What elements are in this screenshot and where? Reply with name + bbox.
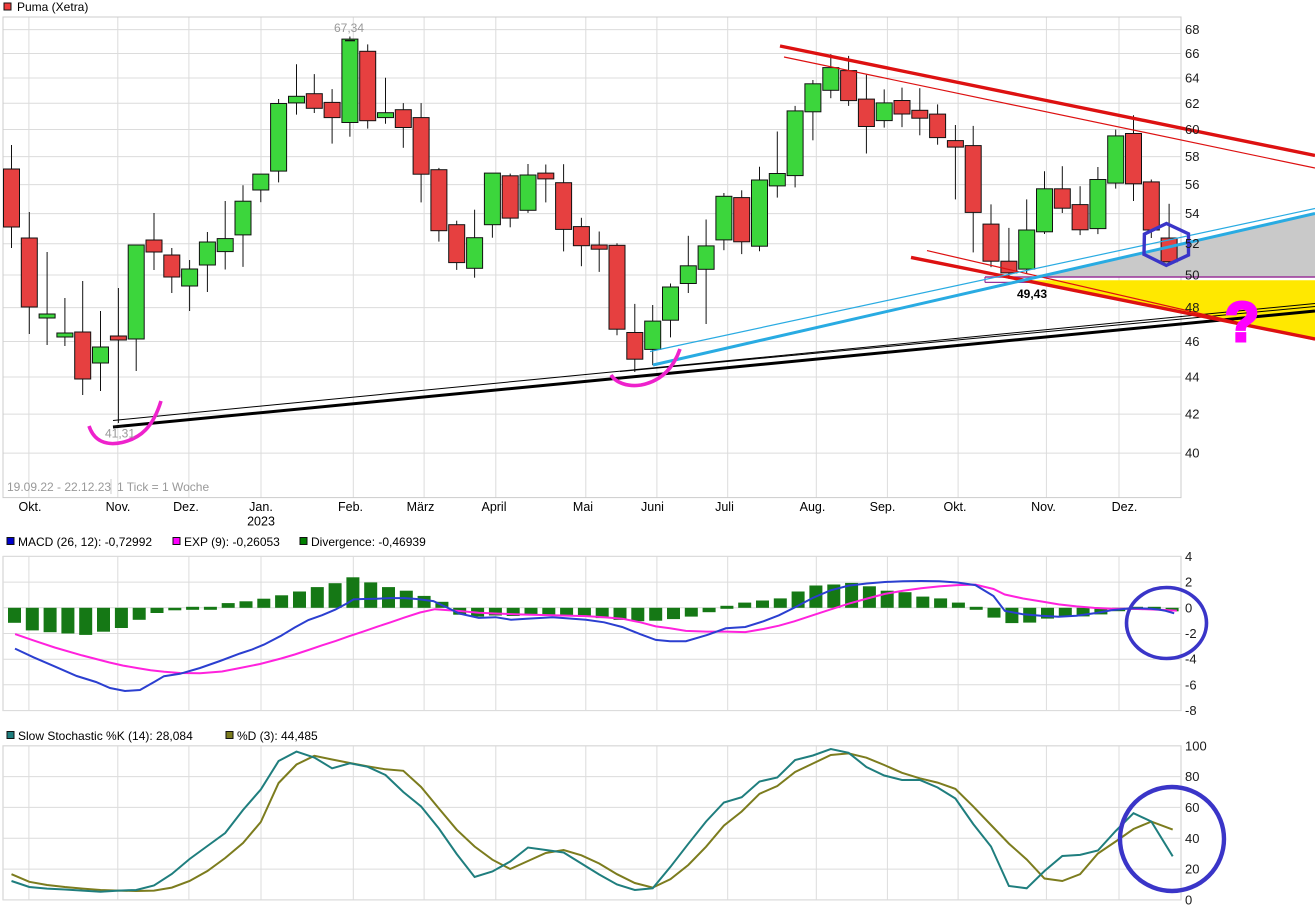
svg-text:April: April bbox=[481, 500, 506, 514]
svg-text:40: 40 bbox=[1185, 446, 1199, 461]
svg-text:60: 60 bbox=[1185, 122, 1199, 137]
svg-text:58: 58 bbox=[1185, 149, 1199, 164]
svg-text:64: 64 bbox=[1185, 71, 1199, 86]
svg-text:4: 4 bbox=[1185, 549, 1192, 564]
svg-text:Dez.: Dez. bbox=[1112, 500, 1138, 514]
svg-text:Puma (Xetra): Puma (Xetra) bbox=[17, 0, 88, 14]
svg-text:68: 68 bbox=[1185, 22, 1199, 37]
svg-text:März: März bbox=[407, 500, 435, 514]
svg-text:44: 44 bbox=[1185, 370, 1199, 385]
svg-text:52: 52 bbox=[1185, 236, 1199, 251]
svg-text:2023: 2023 bbox=[247, 515, 275, 529]
svg-text:19.09.22 - 22.12.23: 19.09.22 - 22.12.23 bbox=[7, 480, 111, 494]
svg-text:-6: -6 bbox=[1185, 677, 1197, 692]
svg-text:60: 60 bbox=[1185, 800, 1199, 815]
svg-text:67,34: 67,34 bbox=[334, 21, 364, 35]
svg-text:Feb.: Feb. bbox=[338, 500, 363, 514]
svg-text:62: 62 bbox=[1185, 96, 1199, 111]
svg-text:41,31: 41,31 bbox=[105, 427, 135, 441]
svg-text:-4: -4 bbox=[1185, 652, 1197, 667]
svg-text:Sep.: Sep. bbox=[870, 500, 896, 514]
svg-text:0: 0 bbox=[1185, 892, 1192, 907]
svg-text:Okt.: Okt. bbox=[944, 500, 967, 514]
svg-text:Nov.: Nov. bbox=[106, 500, 131, 514]
svg-text:Divergence: -0,46939: Divergence: -0,46939 bbox=[311, 535, 426, 549]
svg-text:Okt.: Okt. bbox=[19, 500, 42, 514]
svg-text:54: 54 bbox=[1185, 206, 1199, 221]
svg-text:50: 50 bbox=[1185, 268, 1199, 283]
svg-text:20: 20 bbox=[1185, 862, 1199, 877]
svg-text:56: 56 bbox=[1185, 177, 1199, 192]
svg-text:100: 100 bbox=[1185, 738, 1207, 753]
svg-text:Dez.: Dez. bbox=[173, 500, 199, 514]
svg-text:Mai: Mai bbox=[573, 500, 593, 514]
svg-text:-2: -2 bbox=[1185, 626, 1197, 641]
svg-text:MACD (26, 12): -0,72992: MACD (26, 12): -0,72992 bbox=[18, 535, 152, 549]
svg-text:EXP (9): -0,26053: EXP (9): -0,26053 bbox=[184, 535, 280, 549]
svg-text:49,43: 49,43 bbox=[1017, 287, 1047, 301]
svg-text:Slow Stochastic %K (14): 28,08: Slow Stochastic %K (14): 28,084 bbox=[18, 729, 193, 743]
svg-text:48: 48 bbox=[1185, 300, 1199, 315]
svg-text:66: 66 bbox=[1185, 46, 1199, 61]
svg-text:Juni: Juni bbox=[641, 500, 664, 514]
svg-text:1 Tick = 1 Woche: 1 Tick = 1 Woche bbox=[117, 480, 209, 494]
svg-text:%D (3): 44,485: %D (3): 44,485 bbox=[237, 729, 318, 743]
svg-text:46: 46 bbox=[1185, 334, 1199, 349]
svg-text:Jan.: Jan. bbox=[249, 500, 273, 514]
svg-text:42: 42 bbox=[1185, 407, 1199, 422]
svg-text:-8: -8 bbox=[1185, 703, 1197, 718]
svg-text:Aug.: Aug. bbox=[800, 500, 826, 514]
svg-text:2: 2 bbox=[1185, 575, 1192, 590]
svg-text:Juli: Juli bbox=[715, 500, 734, 514]
svg-text:?: ? bbox=[1225, 290, 1259, 353]
svg-text:0: 0 bbox=[1185, 600, 1192, 615]
svg-text:Nov.: Nov. bbox=[1031, 500, 1056, 514]
svg-text:40: 40 bbox=[1185, 831, 1199, 846]
svg-text:80: 80 bbox=[1185, 769, 1199, 784]
